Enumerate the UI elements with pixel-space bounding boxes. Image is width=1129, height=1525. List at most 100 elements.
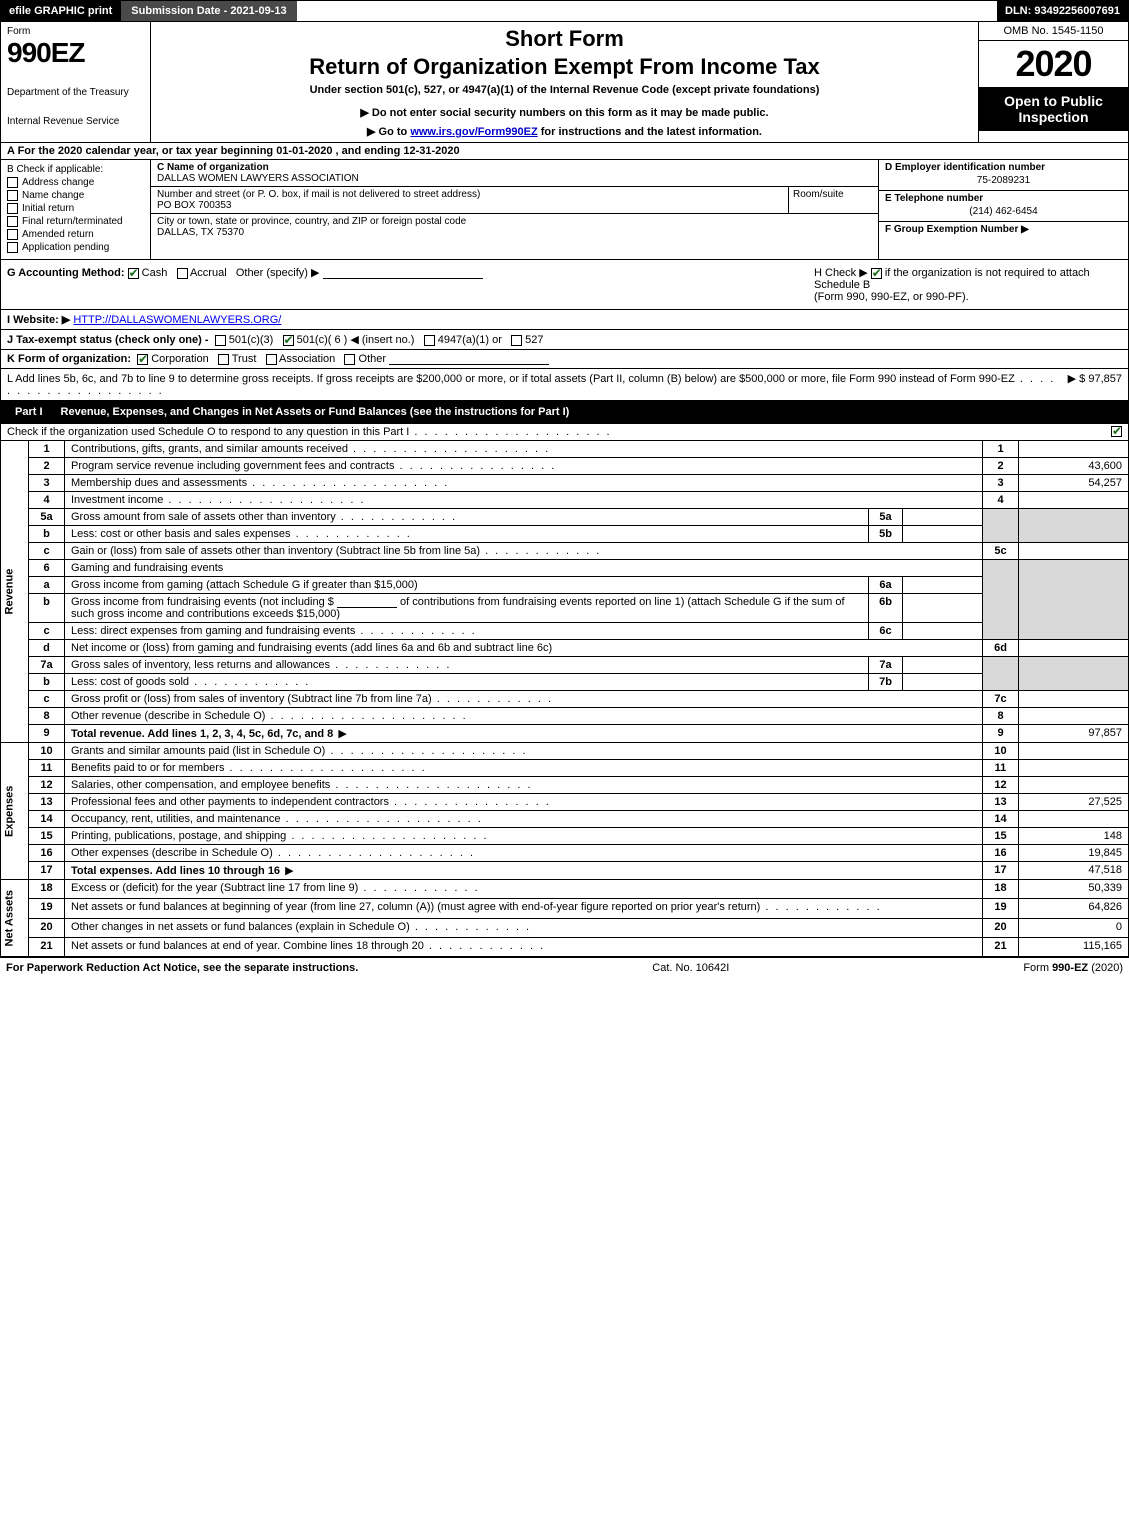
chk-address-change[interactable] [7,177,18,188]
chk-name-change[interactable] [7,190,18,201]
ln-2-text: Program service revenue including govern… [65,458,983,475]
other-org-input[interactable] [389,353,549,365]
lbl-cash: Cash [142,267,168,279]
lbl-527: 527 [525,334,543,346]
ln-20-amt: 0 [1019,918,1129,937]
ln-5ab-shaded-amt [1019,509,1129,543]
ln-8-num: 8 [29,708,65,725]
box-c-label: C Name of organization [157,162,269,173]
ln-17-text: Total expenses. Add lines 10 through 16 [65,862,983,880]
ln-21-num: 21 [29,938,65,957]
box-b-title: B Check if applicable: [7,164,144,175]
table-row: b Less: cost of goods sold 7b [1,674,1129,691]
ln-7c-rn: 7c [983,691,1019,708]
room-label: Room/suite [793,189,874,200]
chk-501c3[interactable] [215,335,226,346]
table-row: 7a Gross sales of inventory, less return… [1,657,1129,674]
ln-7ab-shaded [983,657,1019,691]
header-center: Short Form Return of Organization Exempt… [151,22,978,142]
lbl-501c3: 501(c)(3) [229,334,274,346]
ln-9-bold: Total revenue. Add lines 1, 2, 3, 4, 5c,… [71,728,333,740]
ln-21-rn: 21 [983,938,1019,957]
ln-5ab-shaded [983,509,1019,543]
ln-6b-blank[interactable] [337,596,397,608]
chk-initial-return[interactable] [7,203,18,214]
chk-part-i-schedule-o[interactable] [1111,426,1122,437]
lbl-pending: Application pending [22,242,109,253]
ln-17-num: 17 [29,862,65,880]
efile-print-button[interactable]: efile GRAPHIC print [1,1,121,21]
ln-3-rn: 3 [983,475,1019,492]
ln-7b-text: Less: cost of goods sold [65,674,869,691]
chk-cash[interactable] [128,268,139,279]
ln-13-num: 13 [29,794,65,811]
box-b: B Check if applicable: Address change Na… [1,160,151,259]
ln-6d-num: d [29,640,65,657]
chk-trust[interactable] [218,354,229,365]
ln-7c-text: Gross profit or (loss) from sales of inv… [65,691,983,708]
chk-assoc[interactable] [266,354,277,365]
ln-4-amt [1019,492,1129,509]
city-value: DALLAS, TX 75370 [157,227,872,238]
ln-3-text: Membership dues and assessments [65,475,983,492]
chk-accrual[interactable] [177,268,188,279]
ln-16-rn: 16 [983,845,1019,862]
lbl-address-change: Address change [22,177,94,188]
street-value: PO BOX 700353 [157,200,784,211]
goto-link[interactable]: www.irs.gov/Form990EZ [410,126,537,138]
ln-5c-amt [1019,543,1129,560]
part-i-check-text: Check if the organization used Schedule … [7,426,612,438]
chk-h[interactable] [871,268,882,279]
table-row: 2 Program service revenue including gove… [1,458,1129,475]
short-form-title: Short Form [161,26,968,52]
ln-12-num: 12 [29,777,65,794]
ln-6a-text: Gross income from gaming (attach Schedul… [65,577,869,594]
ln-20-text: Other changes in net assets or fund bala… [65,918,983,937]
ln-21-amt: 115,165 [1019,938,1129,957]
topbar-spacer [297,1,997,21]
table-row: c Gross profit or (loss) from sales of i… [1,691,1129,708]
chk-amended[interactable] [7,229,18,240]
ln-6d-text: Net income or (loss) from gaming and fun… [65,640,983,657]
under-section: Under section 501(c), 527, or 4947(a)(1)… [161,84,968,96]
header-left: Form 990EZ Department of the Treasury In… [1,22,151,142]
box-d-label: D Employer identification number [885,162,1045,173]
chk-501c[interactable] [283,335,294,346]
goto-line: ▶ Go to www.irs.gov/Form990EZ for instru… [161,125,968,138]
ln-6a-miniamt [903,577,983,594]
ln-6-num: 6 [29,560,65,577]
ln-7a-miniamt [903,657,983,674]
chk-corp[interactable] [137,354,148,365]
footer-left: For Paperwork Reduction Act Notice, see … [6,962,358,974]
ln-7c-num: c [29,691,65,708]
ln-6a-mini: 6a [869,577,903,594]
i-label: I Website: ▶ [7,314,70,326]
table-row: 17 Total expenses. Add lines 10 through … [1,862,1129,880]
ln-6abc-shaded [983,560,1019,640]
table-row: 13 Professional fees and other payments … [1,794,1129,811]
chk-pending[interactable] [7,242,18,253]
other-specify-input[interactable] [323,267,483,279]
ln-6c-miniamt [903,623,983,640]
lbl-final-return: Final return/terminated [22,216,123,227]
ln-15-rn: 15 [983,828,1019,845]
website-link[interactable]: HTTP://DALLASWOMENLAWYERS.ORG/ [73,314,281,326]
ln-18-num: 18 [29,880,65,899]
ln-10-rn: 10 [983,743,1019,760]
ln-11-text: Benefits paid to or for members [65,760,983,777]
header-right: OMB No. 1545-1150 2020 Open to Public In… [978,22,1128,142]
chk-final-return[interactable] [7,216,18,227]
ln-16-text: Other expenses (describe in Schedule O) [65,845,983,862]
line-i: I Website: ▶ HTTP://DALLASWOMENLAWYERS.O… [0,310,1129,330]
ln-8-text: Other revenue (describe in Schedule O) [65,708,983,725]
ln-5a-mini: 5a [869,509,903,526]
box-f-label: F Group Exemption Number ▶ [885,224,1029,235]
ln-2-rn: 2 [983,458,1019,475]
l-text: L Add lines 5b, 6c, and 7b to line 9 to … [7,373,1058,397]
chk-527[interactable] [511,335,522,346]
lbl-other-org: Other [359,353,387,365]
chk-4947[interactable] [424,335,435,346]
org-name: DALLAS WOMEN LAWYERS ASSOCIATION [157,173,872,184]
chk-other-org[interactable] [344,354,355,365]
footer: For Paperwork Reduction Act Notice, see … [0,957,1129,978]
